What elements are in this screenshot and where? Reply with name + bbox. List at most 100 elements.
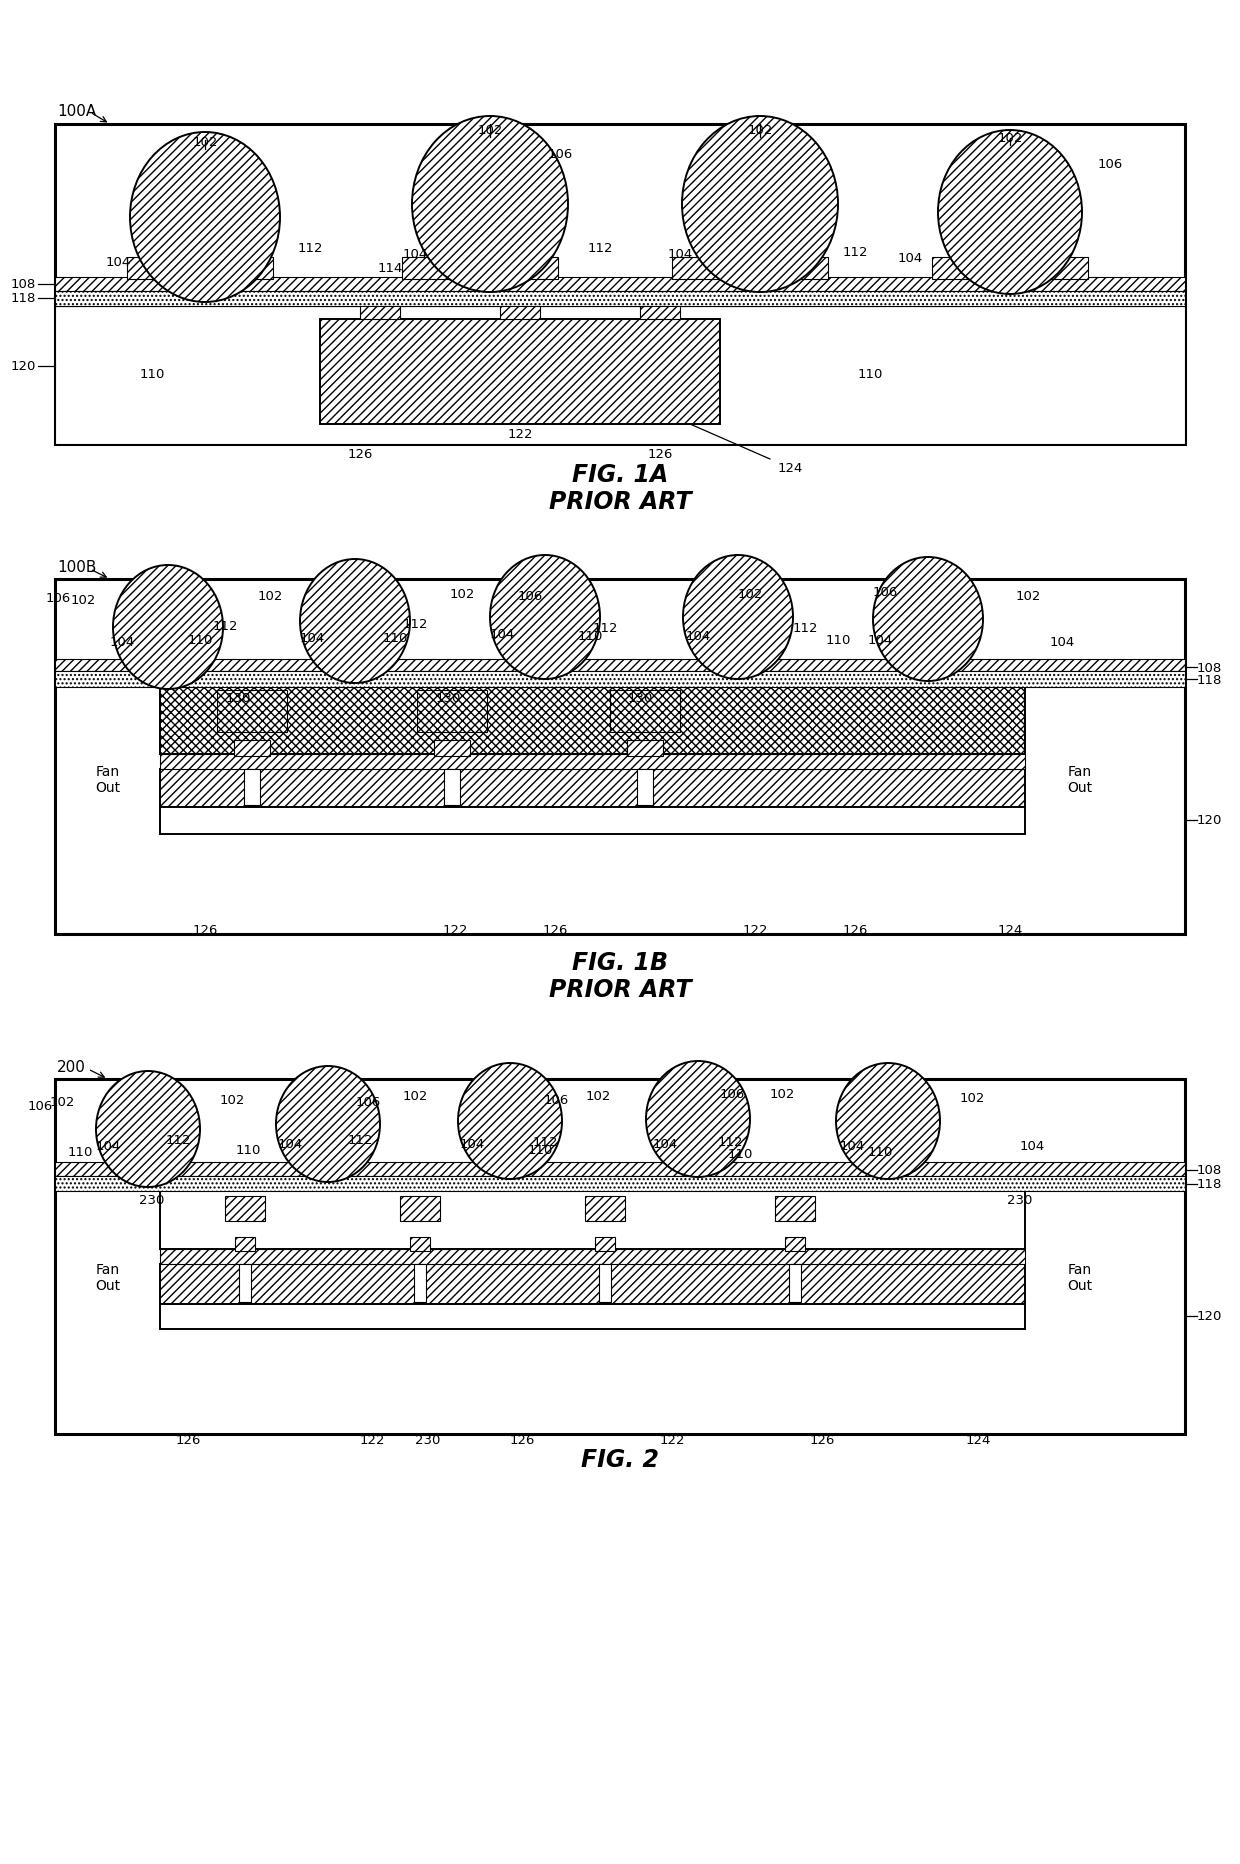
Text: 102: 102 (585, 1089, 610, 1102)
Ellipse shape (458, 1064, 562, 1180)
Text: 120: 120 (1197, 1310, 1223, 1323)
Text: 102: 102 (1016, 589, 1040, 602)
Text: 104: 104 (839, 1141, 864, 1152)
Bar (160, 1191, 1025, 1249)
Ellipse shape (490, 555, 600, 680)
Text: 126: 126 (542, 923, 568, 936)
Text: 110: 110 (527, 1143, 553, 1156)
Text: 110: 110 (187, 634, 213, 647)
Bar (55, 671, 1185, 688)
Text: 102: 102 (449, 587, 475, 600)
Bar (640, 308, 680, 321)
Text: 104: 104 (105, 255, 130, 268)
Text: 104: 104 (402, 248, 428, 261)
Text: 102: 102 (258, 591, 283, 604)
Bar (55, 293, 1185, 308)
Text: 126: 126 (810, 1433, 835, 1446)
Text: 102: 102 (769, 1089, 795, 1102)
Text: 126: 126 (192, 923, 218, 936)
Bar (217, 257, 273, 280)
Bar (482, 1148, 538, 1165)
Bar (160, 1264, 1025, 1305)
Text: 108: 108 (11, 278, 36, 291)
Text: 104: 104 (652, 1137, 677, 1150)
Bar (627, 740, 663, 757)
Text: 106: 106 (873, 585, 898, 598)
Bar (55, 308, 1185, 445)
Text: 126: 126 (347, 447, 373, 460)
Text: 102: 102 (738, 587, 763, 600)
Text: 110: 110 (382, 632, 408, 645)
Text: 110: 110 (67, 1144, 93, 1158)
Ellipse shape (113, 565, 223, 690)
Text: 120: 120 (11, 360, 36, 373)
Bar (217, 692, 286, 733)
Bar (55, 125, 1185, 445)
Text: 124: 124 (997, 923, 1023, 936)
Text: 106: 106 (356, 1096, 381, 1109)
Text: 122: 122 (660, 1433, 684, 1446)
Text: 104: 104 (898, 252, 923, 265)
Bar (126, 257, 184, 280)
Text: PRIOR ART: PRIOR ART (548, 490, 692, 514)
Bar (55, 660, 1185, 671)
Bar (360, 308, 401, 321)
Text: 118: 118 (1197, 1178, 1223, 1191)
Ellipse shape (873, 557, 983, 682)
Text: 110: 110 (867, 1144, 893, 1158)
Text: 108: 108 (1197, 1163, 1223, 1176)
Text: 104: 104 (299, 632, 325, 645)
Bar (775, 1197, 815, 1221)
Bar (595, 1238, 615, 1251)
Text: 124: 124 (777, 460, 802, 473)
Bar (160, 688, 1025, 755)
Text: 102: 102 (960, 1090, 985, 1103)
Bar (610, 692, 680, 733)
Bar (785, 1238, 805, 1251)
Text: 106: 106 (543, 1092, 569, 1105)
Bar (300, 1148, 356, 1165)
Text: 102: 102 (402, 1090, 428, 1103)
Bar (410, 1238, 430, 1251)
Text: 126: 126 (842, 923, 868, 936)
Bar (160, 1249, 1025, 1264)
Text: 102: 102 (50, 1094, 74, 1107)
Bar (414, 1264, 427, 1303)
Ellipse shape (277, 1066, 379, 1182)
Text: 112: 112 (588, 240, 613, 254)
Text: 122: 122 (360, 1433, 384, 1446)
Text: 230: 230 (139, 1193, 165, 1206)
Bar (55, 1079, 1185, 1433)
Bar (55, 1163, 1185, 1176)
Text: 110: 110 (857, 369, 883, 382)
Bar (160, 770, 1025, 807)
Bar (138, 643, 198, 664)
Bar (401, 1197, 440, 1221)
Ellipse shape (130, 132, 280, 302)
Text: 126: 126 (510, 1433, 534, 1446)
Text: 104: 104 (1049, 636, 1075, 649)
Bar (708, 643, 768, 664)
Text: 102: 102 (748, 123, 773, 136)
Text: 230: 230 (1007, 1193, 1033, 1206)
Text: Fan
Out: Fan Out (95, 764, 120, 794)
Bar (224, 1197, 265, 1221)
Bar (672, 257, 728, 280)
Text: Fan
Out: Fan Out (95, 1262, 120, 1292)
Ellipse shape (95, 1072, 200, 1187)
Bar (599, 1264, 611, 1303)
Ellipse shape (683, 555, 794, 680)
Bar (160, 807, 1025, 835)
Bar (861, 1148, 916, 1165)
Text: PRIOR ART: PRIOR ART (548, 977, 692, 1001)
Text: 126: 126 (175, 1433, 201, 1446)
Bar (244, 770, 260, 805)
Bar (160, 1305, 1025, 1329)
Text: 130: 130 (627, 692, 652, 705)
Text: 104: 104 (867, 634, 893, 647)
Text: FIG. 1B: FIG. 1B (572, 951, 668, 975)
Text: 110: 110 (139, 369, 165, 382)
Text: 104: 104 (1019, 1141, 1044, 1152)
Bar (55, 278, 1185, 293)
Text: 106: 106 (719, 1089, 745, 1102)
